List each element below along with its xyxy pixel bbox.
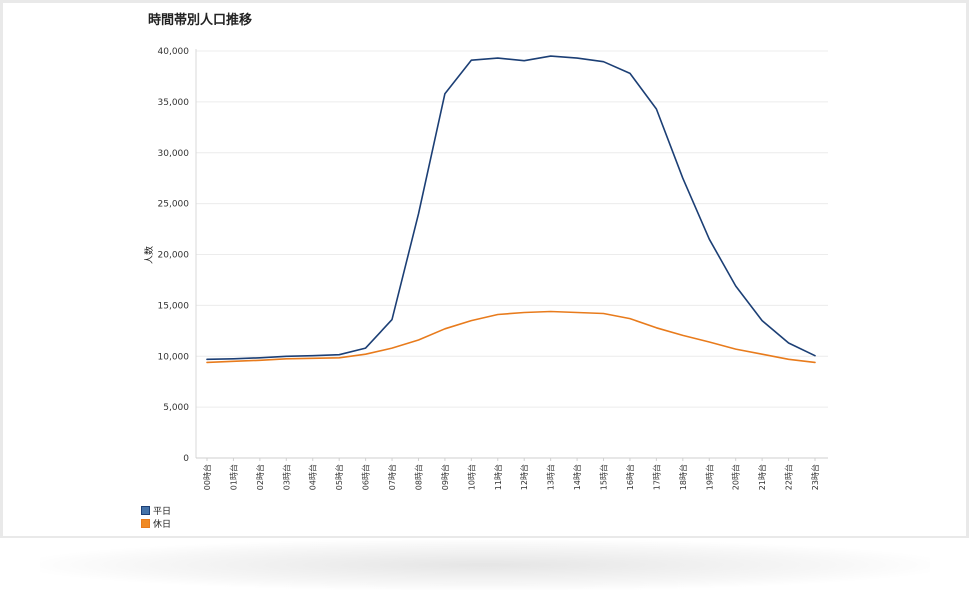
x-tick-label: 13時台: [546, 464, 556, 490]
y-tick-label: 10,000: [158, 352, 190, 362]
x-tick-label: 15時台: [599, 464, 609, 490]
x-tick-label: 19時台: [704, 464, 714, 490]
x-tick-label: 12時台: [519, 464, 529, 490]
legend: 平日 休日: [141, 504, 171, 530]
line-chart: 0 5,000 10,000 15,000 20,000 25,000 30,000 35,0…: [143, 47, 828, 490]
x-tick-label: 20時台: [731, 464, 741, 490]
x-tick-label: 22時台: [784, 464, 794, 490]
series-line-weekday: [206, 55, 816, 361]
y-tick-label: 30,000: [158, 149, 190, 159]
panel-shadow: [40, 540, 930, 590]
x-tick-label: 05時台: [334, 464, 344, 490]
x-tick-label: 01時台: [228, 464, 238, 490]
x-tick-label: 07時台: [387, 464, 397, 490]
x-tick-label: 14時台: [572, 464, 582, 490]
legend-swatch-weekday: [141, 506, 150, 515]
x-tick-label: 10時台: [466, 464, 476, 490]
x-tick-label: 18時台: [678, 464, 688, 490]
y-tick-label: 35,000: [158, 98, 190, 108]
series-line-holiday: [206, 310, 816, 364]
x-tick-label: 17時台: [651, 464, 661, 490]
y-tick-label: 5,000: [163, 403, 189, 413]
legend-item-holiday[interactable]: 休日: [141, 517, 171, 530]
y-tick-label: 0: [183, 454, 189, 464]
x-tick-label: 09時台: [440, 464, 450, 490]
legend-label-holiday: 休日: [153, 520, 172, 530]
y-tick-label: 15,000: [158, 301, 190, 311]
x-tick-label: 04時台: [308, 464, 318, 490]
chart-title: 時間帯別人口推移: [148, 13, 253, 28]
chart-panel: [3, 3, 966, 536]
y-axis-label: 人数: [143, 246, 155, 264]
x-tick-label: 03時台: [281, 464, 291, 490]
x-tick-label: 21時台: [757, 464, 767, 490]
x-tick-label: 11時台: [493, 464, 503, 490]
x-tick-label: 16時台: [625, 464, 635, 490]
legend-swatch-holiday: [141, 519, 150, 528]
x-tick-label: 08時台: [413, 464, 423, 490]
legend-label-weekday: 平日: [153, 507, 172, 517]
x-tick-label: 23時台: [810, 464, 820, 490]
x-tick-label: 00時台: [202, 464, 212, 490]
legend-item-weekday[interactable]: 平日: [141, 504, 171, 517]
page-background: [0, 538, 969, 610]
y-tick-label: 25,000: [158, 200, 190, 210]
y-tick-label: 20,000: [158, 251, 190, 261]
x-tick-label: 02時台: [255, 464, 265, 490]
y-tick-label: 40,000: [158, 47, 190, 57]
x-tick-label: 06時台: [361, 464, 371, 490]
